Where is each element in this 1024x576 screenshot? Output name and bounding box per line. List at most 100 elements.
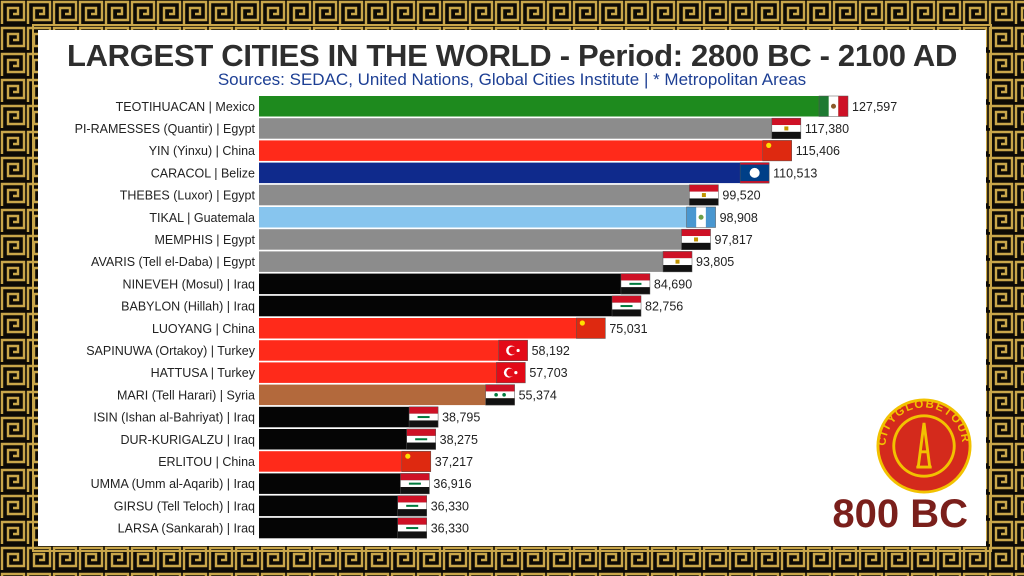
bar [259,140,792,161]
bar [259,340,528,361]
bar [259,207,716,228]
bar [259,251,693,272]
value-label: 115,406 [796,144,840,158]
bar-row: ERLITOU | China 37,217 [158,450,473,472]
chart-subtitle: Sources: SEDAC, United Nations, Global C… [217,70,807,89]
bar-row: GIRSU (Tell Teloch) | Iraq 36,330 [114,495,469,517]
category-label: ERLITOU | China [158,455,255,469]
value-label: 37,217 [435,455,473,469]
value-label: 38,795 [442,411,480,425]
value-label: 84,690 [654,277,692,291]
category-label: HATTUSA | Turkey [151,366,256,380]
flag-icon [397,517,427,539]
bar [259,429,436,450]
bar [259,473,430,494]
flag-icon [406,428,436,450]
bar-row: HATTUSA | Turkey 57,703 [151,362,568,384]
category-label: MEMPHIS | Egypt [155,233,256,247]
bar [259,162,770,184]
category-label: NINEVEH (Mosul) | Iraq [123,277,255,291]
cityglobetour-logo: CITYGLOBETOUR [876,398,972,494]
category-label: SAPINUWA (Ortakoy) | Turkey [86,344,256,358]
bar [259,517,427,539]
flag-icon [620,273,651,295]
value-label: 127,597 [852,100,897,114]
category-label: THEBES (Luxor) | Egypt [120,189,256,203]
bar-row: DUR-KURIGALZU | Iraq 38,275 [120,428,478,450]
bar [259,118,801,139]
bar-row: TIKAL | Guatemala 98,908 [149,206,758,228]
category-label: YIN (Yinxu) | China [149,144,255,158]
value-label: 110,513 [773,166,817,180]
bar-row: LUOYANG | China 75,031 [152,317,648,339]
bar-row: MARI (Tell Harari) | Syria 55,374 [117,384,557,406]
value-label: 36,916 [433,477,471,491]
bar-row: ISIN (Ishan al-Bahriyat) | Iraq 38,795 [93,406,480,428]
bar-row: THEBES (Luxor) | Egypt 99,520 [120,184,761,206]
bar [259,96,848,117]
value-label: 117,380 [805,122,849,136]
flag-icon [576,317,606,339]
bar [259,295,642,317]
flag-icon [686,206,716,228]
flag-icon [408,406,439,428]
flag-icon [689,184,719,206]
flag-icon [400,473,430,495]
value-label: 97,817 [715,233,753,247]
chart-title: LARGEST CITIES IN THE WORLD - Period: 28… [66,38,958,73]
flag-icon [762,140,792,162]
category-label: LARSA (Sankarah) | Iraq [118,522,255,536]
bar [259,384,515,406]
flag-icon [771,117,802,139]
category-label: BABYLON (Hillah) | Iraq [121,300,255,314]
value-label: 98,908 [720,211,758,225]
bar-row: AVARIS (Tell el-Daba) | Egypt 93,805 [91,251,734,273]
bar [259,451,431,472]
period-label: 800 BC [832,492,968,536]
flag-icon [818,95,849,117]
category-label: MARI (Tell Harari) | Syria [117,388,255,402]
flag-icon [739,162,770,184]
flag-icon [611,295,642,317]
bar-row: BABYLON (Hillah) | Iraq 82,756 [121,295,683,317]
flag-icon [401,450,432,472]
bar-row: UMMA (Umm al-Aqarib) | Iraq 36,916 [91,473,472,495]
bar-row: LARSA (Sankarah) | Iraq 36,330 [118,517,469,539]
value-label: 99,520 [722,189,760,203]
bar [259,495,427,517]
flag-icon [662,251,693,273]
bar-row: SAPINUWA (Ortakoy) | Turkey 58,192 [86,339,570,361]
category-label: TIKAL | Guatemala [149,211,255,225]
value-label: 38,275 [440,433,478,447]
flag-icon [681,228,711,250]
bar-row: PI-RAMESSES (Quantir) | Egypt 117,380 [75,117,849,139]
bar [259,406,439,428]
category-label: ISIN (Ishan al-Bahriyat) | Iraq [93,411,255,425]
value-label: 82,756 [645,300,683,314]
bar [259,362,526,383]
bar-row: MEMPHIS | Egypt 97,817 [155,228,753,250]
value-label: 57,703 [529,366,567,380]
value-label: 75,031 [609,322,647,336]
value-label: 93,805 [696,255,734,269]
bar-row: NINEVEH (Mosul) | Iraq 84,690 [123,273,692,295]
value-label: 36,330 [431,522,469,536]
category-label: GIRSU (Tell Teloch) | Iraq [114,499,255,513]
category-label: CARACOL | Belize [151,166,255,180]
value-label: 55,374 [519,388,557,402]
category-label: LUOYANG | China [152,322,255,336]
bar [259,273,650,295]
bar [259,229,711,250]
category-label: UMMA (Umm al-Aqarib) | Iraq [91,477,255,491]
bar-row: YIN (Yinxu) | China 115,406 [149,140,840,162]
flag-icon [397,495,427,517]
category-label: PI-RAMESSES (Quantir) | Egypt [75,122,256,136]
chart-panel: LARGEST CITIES IN THE WORLD - Period: 28… [38,30,986,546]
category-label: DUR-KURIGALZU | Iraq [120,433,255,447]
value-label: 58,192 [532,344,570,358]
bar-row: TEOTIHUACAN | Mexico 127,597 [116,95,897,117]
bar [259,318,606,339]
flag-icon [485,384,515,406]
category-label: TEOTIHUACAN | Mexico [116,100,255,114]
